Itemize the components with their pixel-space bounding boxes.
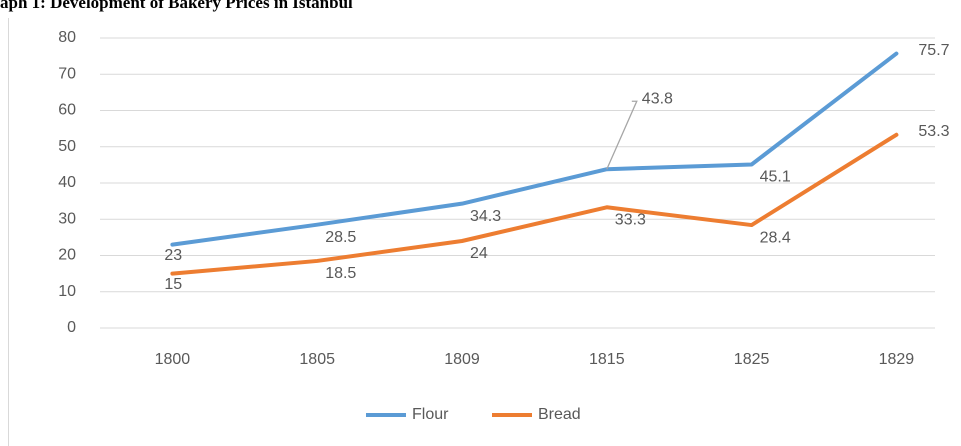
data-label: 28.4 [760,229,791,246]
legend-label: Flour [412,406,449,423]
data-label: 33.3 [615,212,646,229]
leader-line [606,100,638,170]
line-series [170,51,899,247]
y-tick-label: 0 [67,319,76,336]
x-tick-label: 1800 [155,351,191,368]
y-tick-label: 20 [58,247,76,264]
data-label: 43.8 [642,90,673,107]
data-label: 28.5 [325,229,356,246]
y-tick-label: 30 [58,210,76,227]
y-tick-label: 80 [58,29,76,46]
y-tick-label: 60 [58,102,76,119]
data-label: 24 [470,245,488,262]
legend-label: Bread [538,406,581,423]
x-tick-label: 1829 [879,351,915,368]
x-tick-label: 1805 [299,351,335,368]
y-tick-label: 50 [58,138,76,155]
data-label: 45.1 [760,169,791,186]
data-label: 75.7 [918,42,949,59]
data-label: 15 [164,276,182,293]
x-tick-label: 1815 [589,351,625,368]
y-tick-label: 70 [58,65,76,82]
data-label: 18.5 [325,265,356,282]
x-tick-label: 1809 [444,351,480,368]
data-label: 23 [164,247,182,264]
line-series [170,132,899,276]
x-tick-label: 1825 [734,351,770,368]
y-tick-label: 40 [58,174,76,191]
y-tick-label: 10 [58,283,76,300]
data-label: 34.3 [470,208,501,225]
chart-title: aph 1: Development of Bakery Prices in I… [0,0,353,12]
data-label: 53.3 [918,123,949,140]
